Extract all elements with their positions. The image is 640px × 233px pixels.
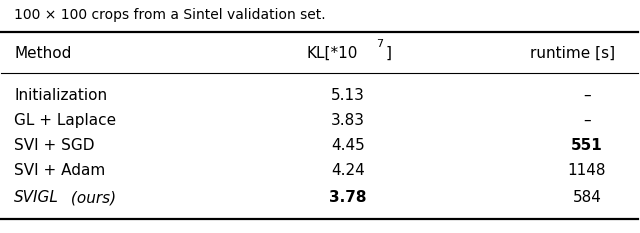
Text: Method: Method [14,46,72,61]
Text: (ours): (ours) [67,190,116,205]
Text: Initialization: Initialization [14,88,108,103]
Text: runtime [s]: runtime [s] [530,46,615,61]
Text: 3.78: 3.78 [330,190,367,205]
Text: 3.83: 3.83 [332,113,365,128]
Text: 4.45: 4.45 [332,138,365,153]
Text: ]: ] [386,46,392,61]
Text: 584: 584 [572,190,602,205]
Text: SVI + SGD: SVI + SGD [14,138,95,153]
Text: 1148: 1148 [568,163,606,178]
Text: 7: 7 [376,38,383,48]
Text: 4.24: 4.24 [332,163,365,178]
Text: KL[*10: KL[*10 [307,46,358,61]
Text: –: – [583,113,591,128]
Text: 100 × 100 crops from a Sintel validation set.: 100 × 100 crops from a Sintel validation… [14,8,326,22]
Text: –: – [583,88,591,103]
Text: 5.13: 5.13 [332,88,365,103]
Text: 551: 551 [571,138,603,153]
Text: SVIGL: SVIGL [14,190,59,205]
Text: GL + Laplace: GL + Laplace [14,113,116,128]
Text: SVI + Adam: SVI + Adam [14,163,106,178]
